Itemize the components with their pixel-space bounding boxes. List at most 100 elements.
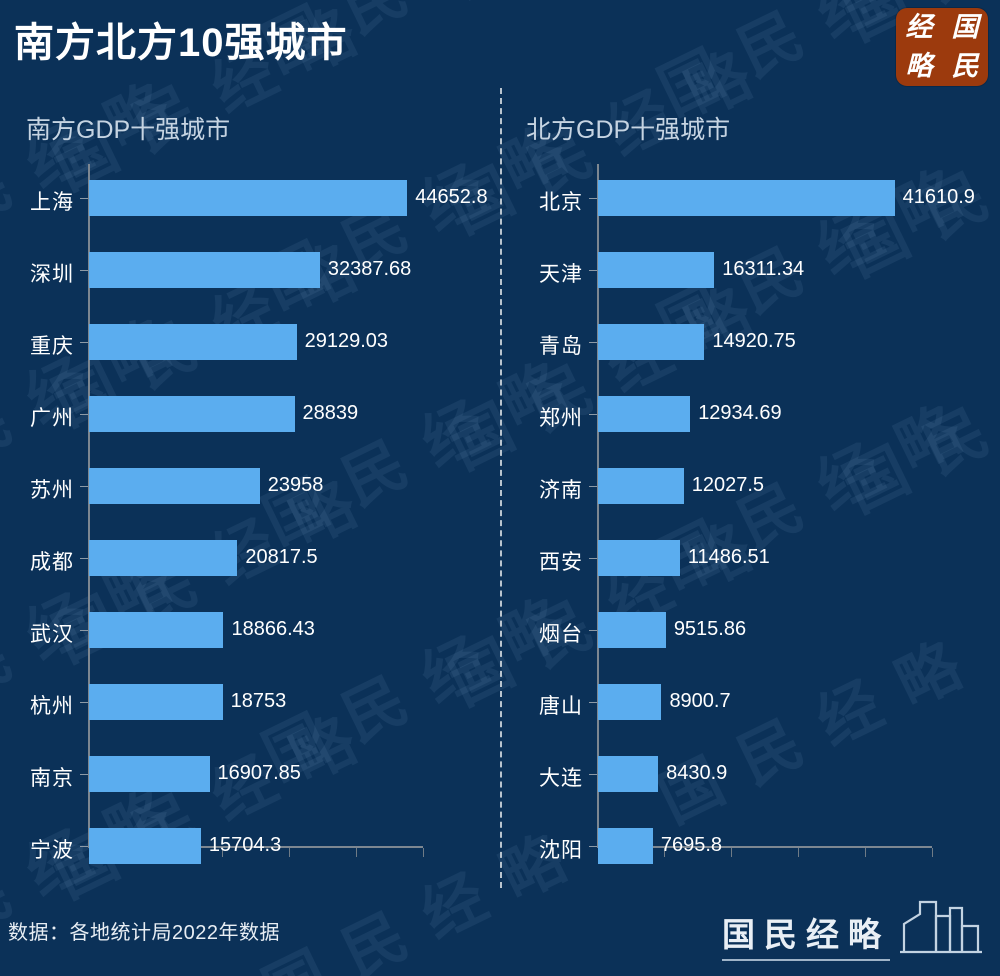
bar-row[interactable]: 重庆 29129.03 (0, 322, 500, 362)
bar[interactable] (89, 684, 223, 720)
chart-divider (500, 88, 502, 888)
bar-row[interactable]: 济南 12027.5 (500, 466, 1000, 506)
brand-badge-logo: 经 国 略 民 (896, 8, 988, 86)
bar-row[interactable]: 烟台 9515.86 (500, 610, 1000, 650)
bar-value-label: 18866.43 (231, 618, 315, 640)
bar-row[interactable]: 唐山 8900.7 (500, 682, 1000, 722)
bar[interactable] (89, 756, 210, 792)
bar[interactable] (598, 396, 691, 432)
bar[interactable] (89, 540, 238, 576)
bar[interactable] (598, 684, 662, 720)
y-axis-line (597, 164, 599, 848)
x-axis-tick (664, 848, 665, 857)
bar-category-label: 沈阳 (539, 839, 583, 862)
bar-value-label: 16311.34 (722, 258, 805, 280)
source-note: 数据：各地统计局2022年数据 (8, 922, 280, 944)
x-axis-tick (731, 848, 732, 857)
x-axis-tick (798, 848, 799, 857)
y-axis-tick (80, 486, 88, 487)
charts-area: 南方GDP十强城市 上海 44652.8 深圳 32387.68 重庆 29129.03 广… (0, 88, 1000, 888)
bar-value-label: 18753 (230, 690, 287, 712)
bar-row[interactable]: 杭州 18753 (0, 682, 500, 722)
bar[interactable] (598, 756, 659, 792)
bar-value-label: 15704.3 (208, 834, 282, 856)
y-axis-tick (589, 270, 597, 271)
bar-row[interactable]: 成都 20817.5 (0, 538, 500, 578)
bar-category-label: 郑州 (539, 407, 583, 430)
bar-row[interactable]: 北京 41610.9 (500, 178, 1000, 218)
bar-category-label: 北京 (539, 191, 583, 214)
badge-char-2: 国 (951, 12, 979, 43)
bar[interactable] (598, 180, 895, 216)
bar[interactable] (89, 828, 201, 864)
x-axis-line (88, 846, 423, 848)
bar-row[interactable]: 沈阳 7695.8 (500, 826, 1000, 866)
bar-row[interactable]: 武汉 18866.43 (0, 610, 500, 650)
bar-category-label: 济南 (539, 479, 583, 502)
badge-char-1: 经 (905, 12, 933, 43)
y-axis-tick (589, 558, 597, 559)
bar-value-label: 12027.5 (691, 474, 765, 496)
bar-category-label: 成都 (30, 551, 74, 574)
bar-category-label: 重庆 (30, 335, 74, 358)
x-axis-tick (356, 848, 357, 857)
bar-row[interactable]: 郑州 12934.69 (500, 394, 1000, 434)
bar-row[interactable]: 南京 16907.85 (0, 754, 500, 794)
bar[interactable] (598, 324, 705, 360)
bar[interactable] (598, 612, 666, 648)
y-axis-tick (589, 342, 597, 343)
bar-row[interactable]: 宁波 15704.3 (0, 826, 500, 866)
y-axis-tick (589, 198, 597, 199)
bar-row[interactable]: 大连 8430.9 (500, 754, 1000, 794)
bar-category-label: 天津 (539, 263, 583, 286)
y-axis-tick (589, 630, 597, 631)
bar[interactable] (89, 468, 260, 504)
y-axis-tick (80, 846, 88, 847)
bar-value-label: 41610.9 (902, 186, 975, 208)
bar-row[interactable]: 西安 11486.51 (500, 538, 1000, 578)
badge-char-4: 民 (951, 51, 979, 82)
bar[interactable] (89, 612, 224, 648)
chart-title-south: 南方GDP十强城市 (26, 116, 231, 144)
bar-category-label: 杭州 (30, 695, 74, 718)
bar[interactable] (89, 252, 320, 288)
bar[interactable] (89, 324, 297, 360)
bar[interactable] (598, 828, 653, 864)
bar-category-label: 唐山 (539, 695, 583, 718)
bar-row[interactable]: 青岛 14920.75 (500, 322, 1000, 362)
bar-row[interactable]: 上海 44652.8 (0, 178, 500, 218)
page-header: 南方北方10强城市 经 国 略 民 (0, 0, 1000, 88)
city-skyline-icon (898, 896, 984, 959)
chart-panel-south: 南方GDP十强城市 上海 44652.8 深圳 32387.68 重庆 29129.03 广… (0, 88, 500, 888)
x-axis-tick (932, 848, 933, 857)
badge-char-3: 略 (905, 51, 933, 82)
bar-category-label: 大连 (539, 767, 583, 790)
bar-category-label: 武汉 (30, 623, 74, 646)
bar-value-label: 8900.7 (669, 690, 731, 712)
bar[interactable] (598, 252, 715, 288)
bar[interactable] (89, 180, 408, 216)
y-axis-tick (80, 630, 88, 631)
bar-row[interactable]: 广州 28839 (0, 394, 500, 434)
x-axis-line (597, 846, 932, 848)
footer-logo-text: 国民经略 (722, 916, 890, 961)
y-axis-tick (80, 270, 88, 271)
page-footer: 数据：各地统计局2022年数据 国民经略 (0, 888, 1000, 976)
bar-row[interactable]: 苏州 23958 (0, 466, 500, 506)
y-axis-tick (589, 702, 597, 703)
bar-category-label: 苏州 (30, 479, 74, 502)
bar-category-label: 广州 (30, 407, 74, 430)
y-axis-tick (589, 414, 597, 415)
y-axis-tick (80, 342, 88, 343)
bar[interactable] (598, 468, 684, 504)
bar-value-label: 14920.75 (712, 330, 796, 352)
y-axis-tick (80, 198, 88, 199)
bar-value-label: 32387.68 (327, 258, 412, 280)
bar[interactable] (598, 540, 680, 576)
bar-category-label: 青岛 (539, 335, 583, 358)
bar-row[interactable]: 深圳 32387.68 (0, 250, 500, 290)
y-axis-tick (80, 774, 88, 775)
bar[interactable] (89, 396, 295, 432)
x-axis-tick (289, 848, 290, 857)
bar-row[interactable]: 天津 16311.34 (500, 250, 1000, 290)
